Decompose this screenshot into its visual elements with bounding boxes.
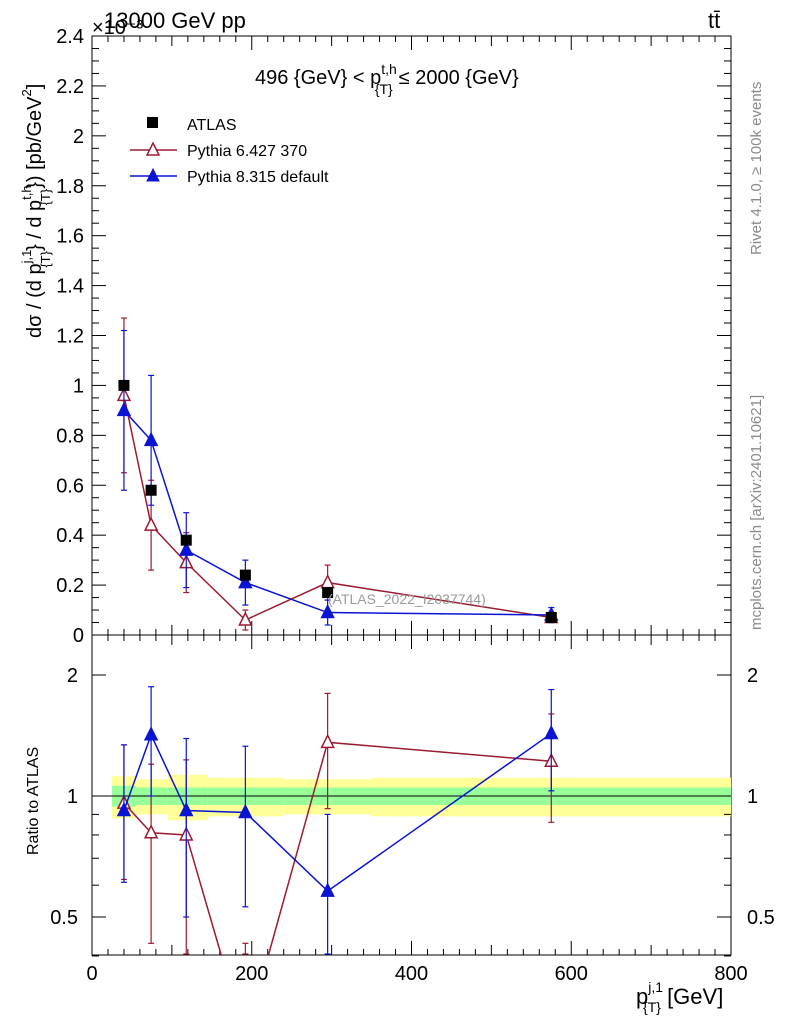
legend-label-pythia8: Pythia 8.315 default (187, 169, 329, 186)
y-tick-label: 0.4 (56, 525, 84, 547)
legend-marker-atlas (147, 117, 158, 128)
ratio-tick-label: 2 (67, 665, 78, 687)
x-tick-label: 400 (395, 963, 428, 985)
ratio-point (238, 803, 253, 819)
ratio-line (123, 741, 552, 955)
y-tick-label: 0.2 (56, 575, 84, 597)
ylabel-a: dσ / (d p (24, 263, 46, 338)
xlabel-sup: j,1 (647, 979, 663, 995)
ratio-tick-label: 0.5 (50, 907, 78, 929)
y-tick-label: 0.8 (56, 425, 84, 447)
ylabel-c: }) [pb/GeV (24, 96, 46, 189)
ratio-point (320, 882, 335, 897)
y-tick-label: 2.4 (56, 26, 84, 48)
side-text-mcplots: mcplots.cern.ch [arXiv:2401.10621] (748, 395, 765, 630)
ratio-tick-label-right: 2 (747, 665, 758, 687)
legend-label-atlas: ATLAS (187, 117, 237, 134)
y-tick-label: 1.8 (56, 176, 84, 198)
ratio-tick-label: 1 (67, 786, 78, 808)
data-point (238, 573, 253, 589)
title-post: ≤ 2000 {GeV} (399, 67, 519, 89)
x-tick-label: 0 (86, 963, 97, 985)
header-left: 13000 GeV pp (104, 8, 246, 33)
ylabel-c-end: ] (24, 84, 46, 90)
xlabel-base: p (636, 984, 648, 1009)
ratio-series (116, 686, 559, 955)
atlas-point (118, 379, 130, 391)
ratio-line (123, 732, 552, 893)
ratio-point (544, 724, 559, 740)
x-axis-label: pj,1 {T} [GeV] (636, 979, 723, 1015)
y-tick-label: 0 (73, 625, 84, 647)
ratio-uncertainty-bands (111, 774, 731, 821)
y-tick-label: 2 (73, 126, 84, 148)
title-pre: 496 {GeV} < p (255, 67, 381, 89)
analysis-watermark: (ATLAS_2022_I2037744) (328, 591, 486, 607)
ratio-y-axis-label: Ratio to ATLAS (25, 747, 42, 855)
ylabel-a-sub: {T} (38, 250, 53, 267)
series-line (123, 409, 552, 616)
atlas-point (239, 569, 251, 581)
atlas-point (145, 484, 157, 496)
data-point (116, 401, 132, 417)
atlas-point (322, 587, 334, 599)
ratio-tick-label-right: 0.5 (747, 907, 775, 929)
ylabel-c-sup: 2 (19, 89, 34, 96)
x-tick-label: 800 (714, 963, 747, 985)
ylabel-b-sub: {T} (38, 188, 53, 205)
x-tick-label: 600 (555, 963, 588, 985)
x-tick-label: 200 (235, 963, 268, 985)
ylabel-a-sup: j,1 (19, 250, 34, 265)
y-tick-label: 1.4 (56, 276, 84, 298)
ratio-point (143, 824, 159, 839)
main-series (116, 317, 559, 631)
data-point (143, 431, 159, 447)
side-text-rivet: Rivet 4.1.0, ≥ 100k events (748, 82, 765, 255)
axis-ticks: 0 200 400 600 800 0 0.2 0.4 0.6 0.8 1 1.2 1.4 1.6 1.8 2… (50, 26, 775, 985)
atlas-point (545, 612, 557, 624)
xlabel-sub: {T} (643, 999, 661, 1015)
y-tick-label: 1.6 (56, 226, 84, 248)
legend-label-pythia6: Pythia 6.427 370 (187, 143, 307, 160)
legend: ATLAS Pythia 6.427 370 Pythia 8.315 defa… (130, 117, 329, 186)
legend-marker-pythia6 (145, 141, 161, 156)
data-point (238, 611, 253, 626)
y-tick-label: 2.2 (56, 76, 84, 98)
title-sub: {T} (375, 81, 393, 97)
y-tick-label: 1 (73, 375, 84, 397)
y-tick-label: 1.2 (56, 326, 84, 348)
xlabel-post: [GeV] (661, 984, 723, 1009)
data-point (320, 573, 335, 589)
plot-title: 496 {GeV} < pt,h {T} ≤ 2000 {GeV} (255, 61, 519, 97)
series-line (123, 395, 552, 621)
header-right: tt̄ (708, 8, 720, 33)
ratio-point (179, 801, 194, 817)
ratio-point (320, 733, 335, 749)
title-sup: t,h (381, 61, 397, 77)
ratio-point (143, 726, 159, 741)
ylabel-b: } / d p (24, 200, 46, 251)
y-tick-label: 0.6 (56, 475, 84, 497)
ylabel-b-sup: t,h (19, 185, 34, 199)
y-axis-label: dσ / (d pj,1 {T}} / d pt,h {T}}) [pb/GeV2] (19, 84, 53, 338)
exponent-label: ×10⁻³ (92, 17, 143, 39)
data-point (179, 541, 194, 556)
ratio-tick-label-right: 1 (747, 786, 758, 808)
data-point (143, 516, 159, 531)
legend-marker-pythia8 (146, 167, 160, 182)
atlas-point (180, 534, 192, 546)
data-point (320, 603, 335, 619)
ratio-point (116, 801, 132, 817)
